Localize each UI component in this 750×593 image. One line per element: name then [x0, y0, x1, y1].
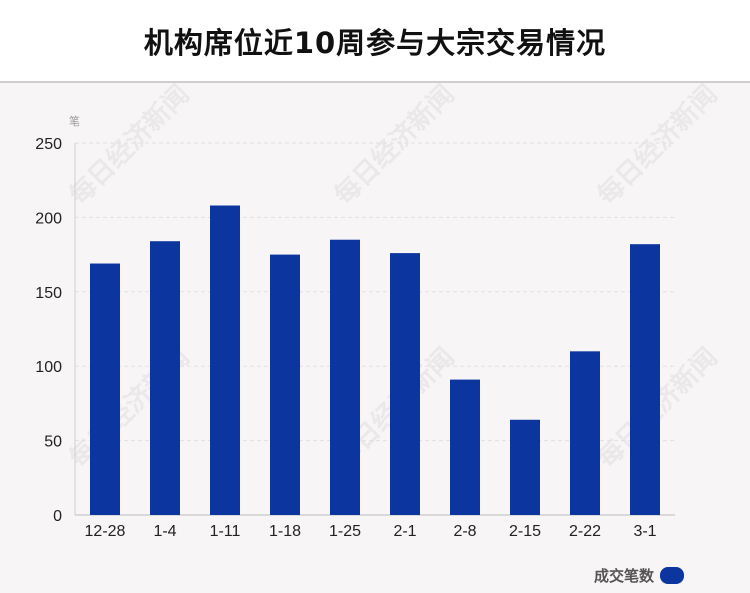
x-tick-label: 2-22	[569, 523, 601, 540]
bar	[270, 254, 300, 515]
legend-swatch	[660, 567, 684, 584]
x-tick-label: 2-15	[509, 523, 541, 540]
y-tick-label: 50	[44, 434, 62, 451]
title-bar: 机构席位近10周参与大宗交易情况	[0, 0, 750, 83]
x-tick-label: 1-25	[329, 523, 361, 540]
bar	[330, 239, 360, 515]
tick-labels: 0 50 100 150 200 250 笔 12-28 1-4 1-11 1-18 1-25 2-1 2…	[35, 114, 656, 540]
y-tick-label: 150	[35, 285, 62, 302]
bar	[570, 351, 600, 515]
y-tick-label: 100	[35, 359, 62, 376]
legend-label: 成交笔数	[593, 567, 654, 585]
x-tick-label: 12-28	[85, 523, 126, 540]
bar	[630, 244, 660, 515]
bar	[210, 205, 240, 515]
x-tick-label: 2-1	[393, 523, 416, 540]
bar	[390, 253, 420, 515]
y-tick-label: 200	[35, 210, 62, 227]
bar	[450, 379, 480, 515]
bar	[510, 419, 540, 515]
x-tick-label: 1-11	[210, 523, 241, 540]
x-tick-label: 3-1	[633, 523, 656, 540]
bars	[90, 205, 660, 515]
x-tick-label: 1-18	[269, 523, 301, 540]
chart-title: 机构席位近10周参与大宗交易情况	[143, 25, 607, 60]
bar	[150, 241, 180, 515]
x-tick-label: 2-8	[453, 523, 476, 540]
y-tick-label: 0	[53, 508, 62, 525]
x-tick-label: 1-4	[153, 523, 176, 540]
y-axis-unit: 笔	[69, 114, 80, 128]
bar	[90, 263, 120, 515]
legend: 成交笔数	[594, 565, 684, 586]
y-tick-label: 250	[35, 136, 62, 153]
